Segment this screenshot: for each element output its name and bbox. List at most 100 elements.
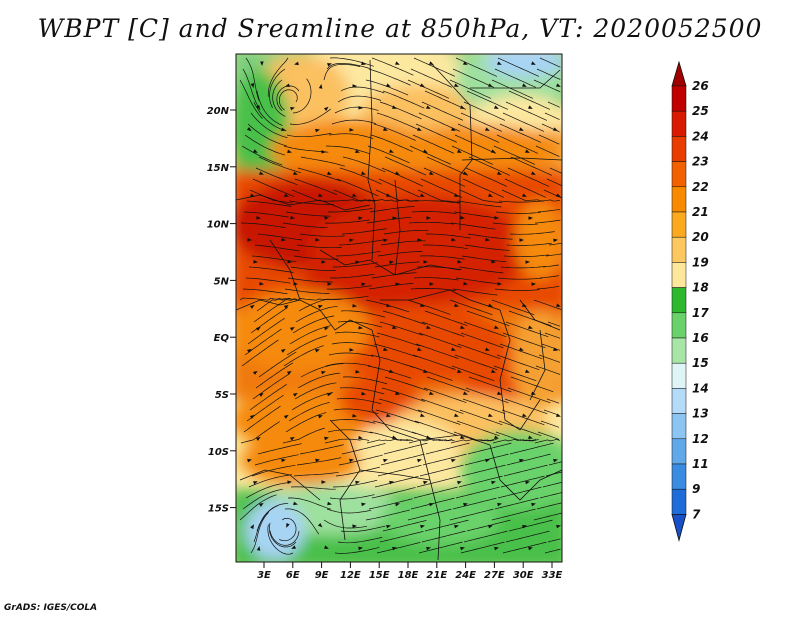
colorbar-label: 14 <box>692 381 709 395</box>
streamline <box>408 221 454 225</box>
streamline <box>542 481 562 488</box>
streamline-arrow <box>521 83 527 87</box>
streamline <box>543 409 560 416</box>
colorbar-swatch <box>671 110 687 137</box>
streamline <box>330 419 376 424</box>
streamline-arrow <box>285 83 290 87</box>
lon-tick-label: 30E <box>513 570 534 581</box>
streamline-arrow <box>351 193 357 197</box>
streamline <box>371 57 414 76</box>
streamline-arrow <box>429 391 434 395</box>
streamline-arrow <box>524 149 530 153</box>
streamline-arrow <box>253 259 258 264</box>
streamline <box>323 519 368 529</box>
streamline <box>539 275 560 279</box>
streamline <box>467 233 513 240</box>
streamline <box>468 156 511 176</box>
streamline-arrow <box>525 260 530 264</box>
streamline <box>500 475 545 488</box>
streamline <box>370 134 413 152</box>
streamline <box>244 328 282 356</box>
streamline <box>452 497 497 510</box>
streamline <box>342 376 388 385</box>
streamline-arrow <box>420 524 425 529</box>
colorbar-swatch <box>671 312 687 339</box>
streamline <box>491 79 534 99</box>
streamline <box>533 299 562 310</box>
streamline-arrow <box>395 282 400 287</box>
streamline <box>331 199 376 202</box>
streamline <box>505 101 548 121</box>
streamline <box>418 332 462 348</box>
streamline-arrow <box>321 370 326 375</box>
streamline-arrow <box>451 458 456 463</box>
streamline-arrow <box>392 105 397 109</box>
streamline-arrow <box>450 127 456 131</box>
streamline <box>336 398 382 405</box>
streamline <box>462 178 505 198</box>
streamline <box>536 286 560 290</box>
streamline <box>502 112 545 132</box>
streamline <box>450 439 495 444</box>
streamline-arrow <box>355 480 360 485</box>
streamline <box>509 442 554 455</box>
streamline <box>253 101 287 132</box>
streamline <box>377 251 423 257</box>
streamline <box>379 530 424 543</box>
streamline-arrow <box>491 480 496 485</box>
streamline <box>248 474 292 488</box>
streamline-arrow <box>246 348 252 353</box>
streamline <box>339 167 382 185</box>
colorbar-label: 20 <box>692 230 709 244</box>
streamline <box>539 57 561 68</box>
streamline <box>371 487 416 499</box>
streamline-arrow <box>530 61 536 65</box>
colorbar-swatch <box>671 85 687 112</box>
streamline <box>239 79 263 119</box>
streamline <box>383 229 429 235</box>
streamline <box>300 156 345 167</box>
colorbar-label: 12 <box>692 432 709 446</box>
streamline <box>449 299 493 316</box>
lon-tick-label: 3E <box>257 570 271 581</box>
streamline <box>293 255 339 260</box>
streamline-arrow <box>327 501 332 506</box>
streamline-arrow <box>556 303 561 307</box>
streamline <box>252 178 295 197</box>
streamline <box>298 298 342 312</box>
streamline <box>269 68 286 108</box>
streamline-arrow <box>422 149 428 153</box>
streamline-arrow <box>494 215 499 220</box>
streamline <box>296 244 342 249</box>
streamline <box>325 145 371 155</box>
streamline <box>288 402 330 422</box>
border-line <box>367 59 376 261</box>
streamline-arrow <box>287 149 292 154</box>
streamline-arrow <box>321 149 326 154</box>
lat-tick-label: 20N <box>207 106 230 117</box>
streamline-arrow <box>383 238 388 243</box>
streamline <box>417 189 461 203</box>
streamline <box>340 525 386 533</box>
streamline <box>284 288 330 294</box>
streamline-arrow <box>457 259 462 264</box>
streamline <box>548 461 562 466</box>
colorbar-swatch <box>671 186 687 213</box>
streamline <box>407 508 452 521</box>
streamline <box>255 362 294 389</box>
map-title: WBPT [C] and Sreamline at 850hPa, VT: 20… <box>37 14 763 43</box>
streamline-arrow <box>293 281 298 286</box>
streamline <box>241 339 279 367</box>
streamline <box>494 68 537 88</box>
streamline <box>423 387 467 403</box>
streamline-arrow <box>494 546 499 551</box>
streamline-arrow <box>355 369 360 374</box>
lat-tick-label: 15S <box>208 504 229 515</box>
streamline <box>497 277 543 280</box>
streamline <box>285 412 327 433</box>
streamline-arrow <box>361 61 366 66</box>
streamline-arrow <box>394 171 400 175</box>
streamline-arrow <box>392 546 397 551</box>
streamline-arrow <box>327 171 332 175</box>
streamline <box>413 486 458 499</box>
